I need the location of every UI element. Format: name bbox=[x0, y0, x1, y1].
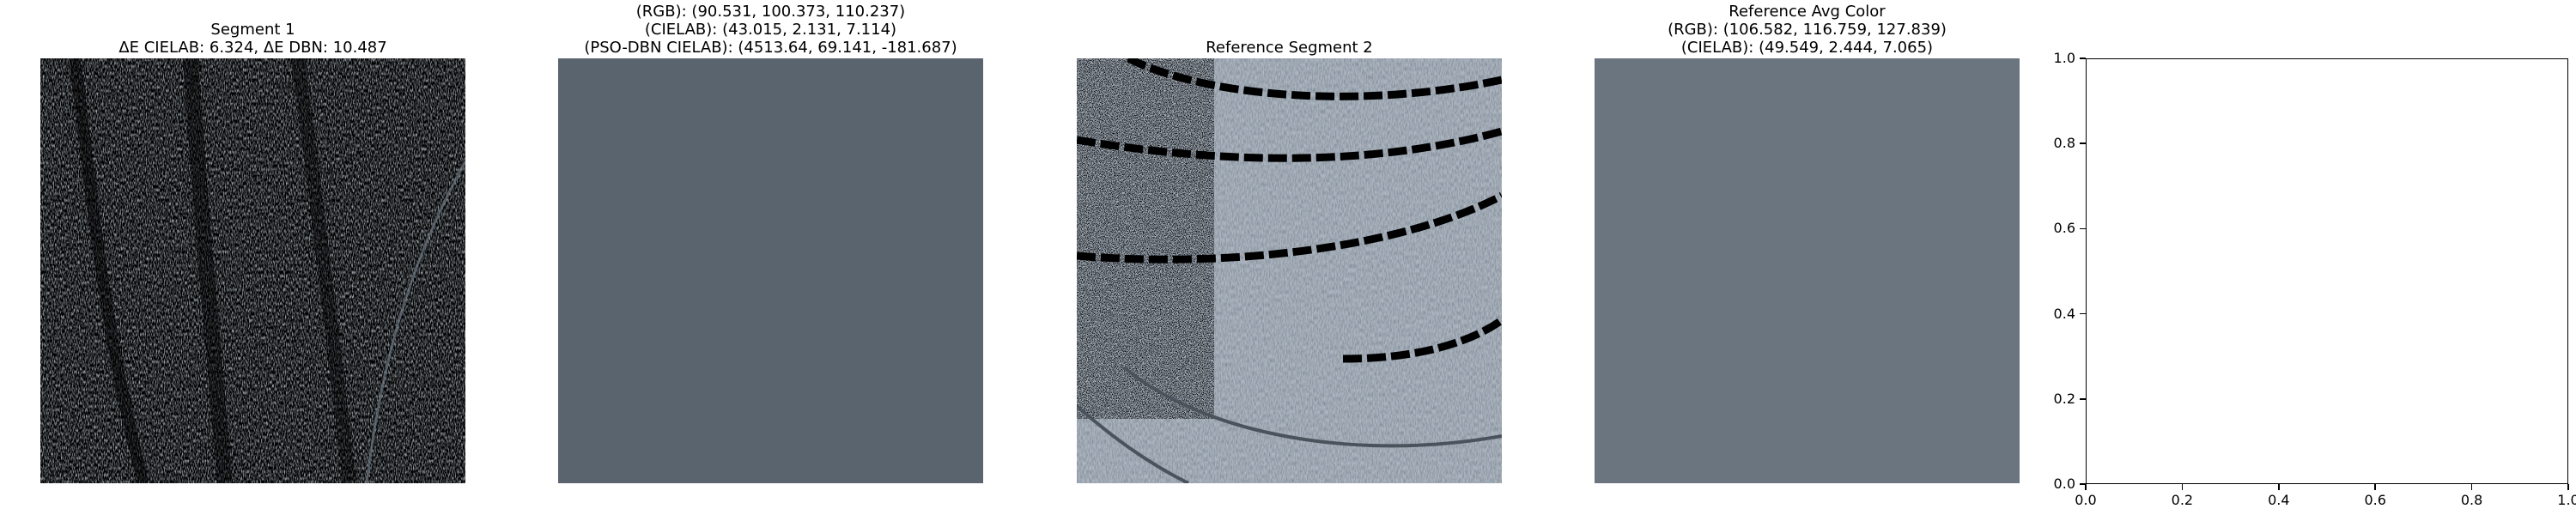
x-tick bbox=[2470, 484, 2473, 490]
segment1-avg-title: (RGB): (90.531, 100.373, 110.237) (CIELA… bbox=[558, 3, 983, 57]
x-tick-label: 0.0 bbox=[2075, 492, 2097, 508]
x-tick bbox=[2181, 484, 2184, 490]
y-tick-label: 1.0 bbox=[2053, 50, 2075, 66]
segment1-avg-rgb: (RGB): (90.531, 100.373, 110.237) bbox=[635, 3, 906, 21]
y-tick-label: 0.0 bbox=[2053, 476, 2075, 492]
y-tick-label: 0.8 bbox=[2053, 135, 2075, 152]
y-tick bbox=[2080, 312, 2086, 315]
y-tick-label: 0.6 bbox=[2053, 220, 2075, 237]
segment1-title: Segment 1 ΔE CIELAB: 6.324, ΔE DBN: 10.4… bbox=[40, 21, 465, 57]
segment1-avg-pso-dbn: (PSO-DBN CIELAB): (4513.64, 69.141, -181… bbox=[584, 39, 957, 57]
reference-segment-title: Reference Segment 2 bbox=[1077, 39, 1502, 57]
x-tick-label: 0.4 bbox=[2268, 492, 2290, 508]
reference-segment-image bbox=[1077, 58, 1502, 483]
reference-segment-title-line1: Reference Segment 2 bbox=[1206, 39, 1373, 57]
x-tick-label: 0.8 bbox=[2460, 492, 2483, 508]
y-tick bbox=[2080, 483, 2086, 485]
x-tick-label: 1.0 bbox=[2557, 492, 2576, 508]
x-tick bbox=[2374, 484, 2376, 490]
y-tick bbox=[2080, 142, 2086, 144]
reference-avg-rgb: (RGB): (106.582, 116.759, 127.839) bbox=[1668, 21, 1947, 39]
segment1-image bbox=[40, 58, 465, 483]
y-tick-label: 0.2 bbox=[2053, 390, 2075, 407]
x-tick bbox=[2278, 484, 2280, 490]
empty-axes bbox=[2086, 58, 2568, 484]
x-tick bbox=[2567, 484, 2569, 490]
x-tick-label: 0.2 bbox=[2171, 492, 2194, 508]
y-tick bbox=[2080, 58, 2086, 59]
reference-avg-cielab: (CIELAB): (49.549, 2.444, 7.065) bbox=[1680, 39, 1934, 57]
y-tick bbox=[2080, 398, 2086, 400]
segment1-avg-cielab: (CIELAB): (43.015, 2.131, 7.114) bbox=[644, 21, 897, 39]
reference-avg-swatch bbox=[1595, 58, 2020, 483]
reference-avg-heading: Reference Avg Color bbox=[1728, 3, 1886, 21]
segment1-title-line2: ΔE CIELAB: 6.324, ΔE DBN: 10.487 bbox=[118, 39, 387, 57]
x-tick bbox=[2085, 484, 2087, 490]
segment1-avg-swatch bbox=[558, 58, 983, 483]
y-tick bbox=[2080, 227, 2086, 230]
segment1-title-line1: Segment 1 bbox=[210, 21, 295, 39]
reference-avg-title: Reference Avg Color (RGB): (106.582, 116… bbox=[1595, 3, 2020, 57]
x-tick-label: 0.6 bbox=[2364, 492, 2386, 508]
y-tick-label: 0.4 bbox=[2053, 305, 2075, 322]
